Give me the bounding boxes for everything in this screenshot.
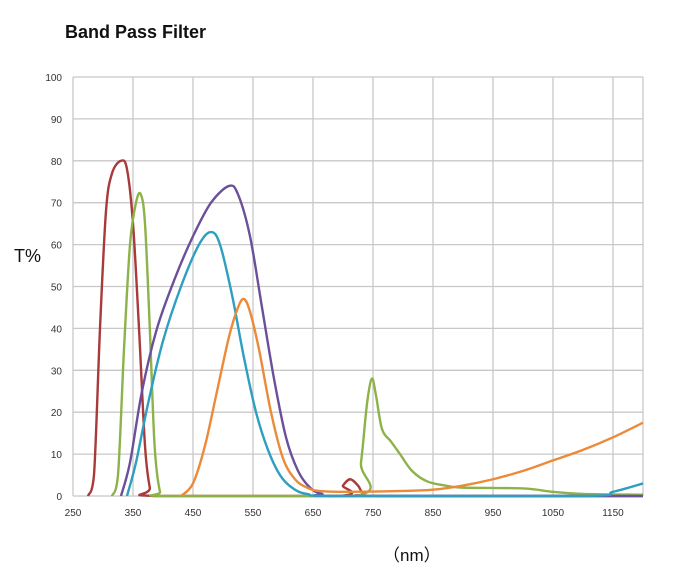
x-tick-label: 1150: [602, 508, 624, 519]
x-tick-label: 750: [365, 508, 382, 519]
y-tick-label: 80: [51, 157, 63, 168]
series-line-5: [180, 297, 644, 497]
y-tick-label: 90: [51, 115, 63, 126]
series-line-3: [119, 184, 643, 498]
x-tick-label: 450: [185, 508, 202, 519]
y-tick-label: 50: [51, 283, 63, 294]
y-axis-label: T%: [14, 246, 41, 266]
y-tick-label: 100: [45, 73, 62, 84]
x-tick-label: 1050: [542, 508, 565, 519]
x-axis-label: （nm）: [383, 546, 441, 565]
y-tick-label: 70: [51, 199, 63, 210]
y-tick-label: 20: [51, 408, 63, 419]
y-tick-label: 10: [51, 450, 63, 461]
x-tick-label: 350: [125, 508, 142, 519]
x-tick-label: 850: [425, 508, 442, 519]
y-tick-label: 60: [51, 241, 63, 252]
x-tick-label: 950: [485, 508, 502, 519]
series-line-4: [125, 230, 644, 498]
x-tick-label: 250: [65, 508, 82, 519]
series-line-2: [110, 191, 644, 498]
x-tick-label: 550: [245, 508, 262, 519]
y-tick-label: 30: [51, 366, 63, 377]
y-tick-label: 40: [51, 324, 63, 335]
y-tick-label: 0: [56, 492, 62, 503]
x-tick-label: 650: [305, 508, 322, 519]
chart-title: Band Pass Filter: [65, 22, 207, 42]
